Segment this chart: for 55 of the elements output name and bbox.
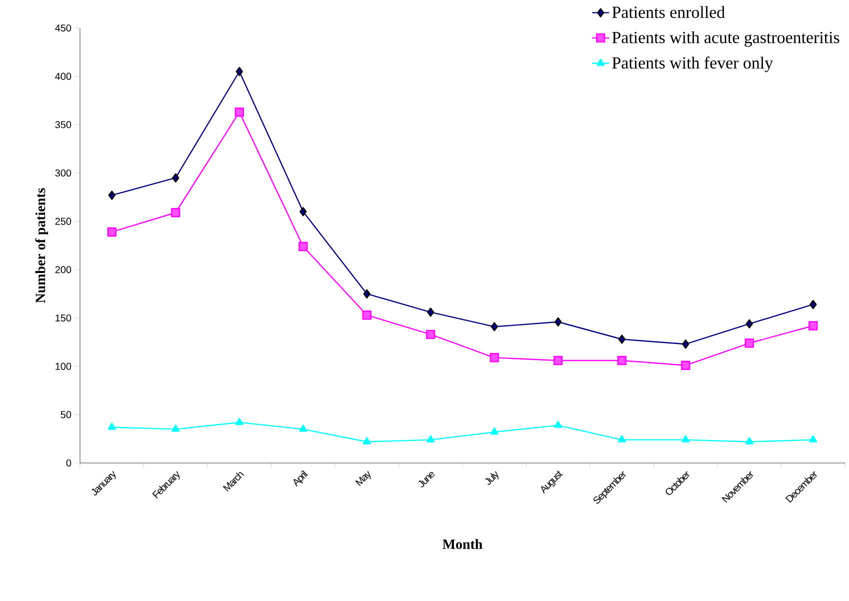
y-tick-label: 200 (55, 266, 72, 274)
y-tick-label: 350 (55, 121, 72, 128)
point (554, 356, 563, 366)
point (554, 317, 562, 326)
y-tick-label: 450 (55, 24, 72, 32)
point (298, 242, 308, 252)
point (426, 330, 436, 340)
x-tick-label: July (485, 471, 499, 485)
point (171, 208, 180, 218)
point (682, 340, 690, 349)
y-tick-label: 250 (55, 218, 72, 225)
y-tick-label: 150 (56, 314, 72, 322)
point (681, 360, 690, 370)
point (618, 334, 626, 344)
point (490, 427, 498, 435)
x-tick-label: April (294, 470, 308, 487)
point (490, 322, 498, 332)
point (682, 435, 690, 442)
x-tick-label: May (355, 470, 371, 486)
point (617, 356, 626, 366)
point (362, 310, 372, 320)
point (235, 418, 244, 425)
point (808, 321, 818, 330)
y-tick-label: 50 (60, 411, 72, 418)
point (809, 435, 818, 442)
point (745, 437, 754, 444)
y-tick-label: 400 (55, 72, 72, 80)
point (363, 289, 370, 298)
point (172, 173, 180, 182)
point (362, 437, 371, 444)
point (810, 300, 817, 310)
point (236, 66, 243, 76)
point (554, 420, 562, 428)
y-axis-title: Number of patients (35, 188, 48, 303)
point (107, 227, 116, 237)
point (108, 190, 116, 200)
legend-label: Patients with fever only (612, 56, 774, 72)
y-tick-label: 100 (56, 362, 72, 370)
point (618, 435, 626, 442)
point (426, 435, 435, 442)
point (744, 338, 754, 348)
legend-label: Patients enrolled (612, 6, 725, 18)
point (234, 108, 244, 117)
point (108, 422, 116, 430)
point (172, 424, 180, 432)
point (300, 207, 307, 216)
point (427, 308, 434, 317)
x-tick-label: June (418, 472, 434, 488)
point (490, 353, 499, 362)
x-axis-title: Month (442, 539, 482, 549)
point (746, 319, 753, 328)
y-tick-label: 0 (66, 459, 72, 467)
y-tick-label: 300 (55, 169, 72, 177)
point (299, 424, 308, 432)
legend-label: Patients with acute gastroenteritis (612, 31, 840, 47)
